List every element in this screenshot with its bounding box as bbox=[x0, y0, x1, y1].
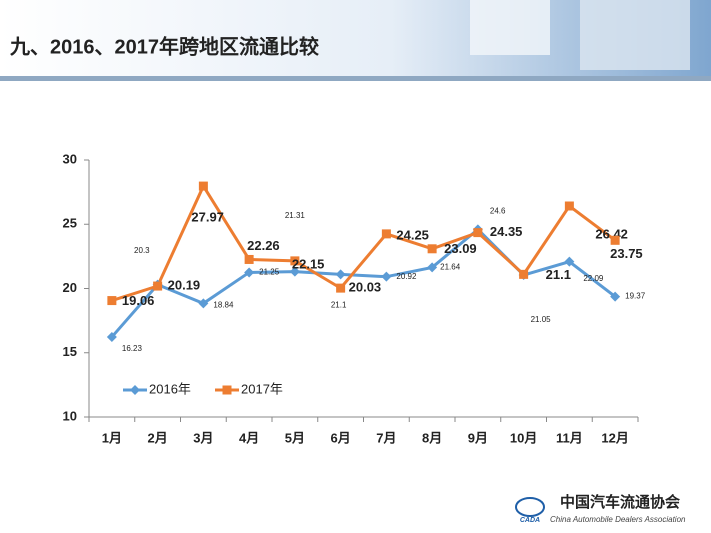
x-tick-label: 12月 bbox=[601, 430, 628, 445]
y-tick-label: 20 bbox=[63, 280, 77, 295]
data-label: 21.31 bbox=[285, 211, 306, 220]
point bbox=[564, 256, 575, 267]
point bbox=[244, 254, 254, 264]
series-line bbox=[110, 227, 617, 338]
data-label: 16.23 bbox=[122, 344, 143, 353]
chart: 10 15 20 25 30 1月 2月 3月 4月 5月 6月 7月 8月 9月 10月 11月 12月 16.… bbox=[63, 151, 646, 445]
point bbox=[106, 331, 117, 342]
data-label: 24.25 bbox=[396, 227, 429, 242]
x-tick-label: 5月 bbox=[285, 430, 305, 445]
logo: CADA 中国汽车流通协会 China Automobile Dealers A… bbox=[515, 493, 686, 524]
data-label: 19.06 bbox=[122, 293, 155, 308]
x-tick-label: 7月 bbox=[376, 430, 396, 445]
point bbox=[198, 181, 208, 191]
data-label: 24.6 bbox=[490, 206, 506, 215]
logo-english: China Automobile Dealers Association bbox=[550, 515, 686, 524]
point bbox=[244, 267, 255, 278]
y-tick-label: 10 bbox=[63, 408, 77, 423]
data-label: 24.35 bbox=[490, 224, 523, 239]
point bbox=[519, 269, 529, 279]
data-label: 21.25 bbox=[259, 268, 280, 277]
x-tick-label: 9月 bbox=[468, 430, 488, 445]
y-tick-label: 15 bbox=[63, 344, 77, 359]
x-tick-label: 2月 bbox=[148, 430, 168, 445]
point bbox=[427, 262, 438, 273]
x-tick-label: 10月 bbox=[510, 430, 537, 445]
cube bbox=[470, 0, 550, 55]
x-tick-label: 6月 bbox=[331, 430, 351, 445]
data-label: 20.19 bbox=[168, 277, 201, 292]
point bbox=[381, 271, 392, 282]
data-label: 21.1 bbox=[546, 267, 571, 282]
data-label: 23.75 bbox=[610, 246, 643, 261]
slide-title: 九、2016、2017年跨地区流通比较 bbox=[9, 34, 319, 58]
y-tick-label: 30 bbox=[63, 151, 77, 166]
logo-name: 中国汽车流通协会 bbox=[560, 493, 680, 511]
data-label: 23.09 bbox=[444, 241, 477, 256]
data-label: 20.3 bbox=[134, 246, 150, 255]
data-label: 21.64 bbox=[440, 263, 461, 272]
data-label: 22.15 bbox=[292, 256, 325, 271]
legend-label: 2017年 bbox=[241, 381, 283, 396]
data-label: 20.03 bbox=[349, 280, 382, 295]
legend-label: 2016年 bbox=[149, 381, 191, 396]
point bbox=[610, 291, 621, 302]
point bbox=[289, 266, 300, 277]
data-label: 26.42 bbox=[595, 226, 628, 241]
x-tick-label: 3月 bbox=[193, 430, 213, 445]
point bbox=[290, 256, 300, 266]
x-tick-label: 1月 bbox=[102, 430, 122, 445]
data-label: 18.84 bbox=[213, 301, 234, 310]
data-label: 22.26 bbox=[247, 238, 280, 253]
point bbox=[381, 229, 391, 239]
header-rule bbox=[0, 76, 711, 81]
logo-mark bbox=[515, 497, 545, 517]
data-label: 21.1 bbox=[331, 300, 347, 309]
series-line bbox=[111, 182, 617, 303]
point bbox=[564, 201, 574, 211]
x-tick-label: 11月 bbox=[556, 430, 583, 445]
x-tick-label: 8月 bbox=[422, 430, 442, 445]
data-label: 20.92 bbox=[396, 272, 417, 281]
point bbox=[473, 228, 483, 238]
point bbox=[222, 385, 232, 395]
data-label: 27.97 bbox=[191, 210, 224, 225]
logo-abbr: CADA bbox=[520, 517, 540, 524]
point bbox=[153, 281, 163, 291]
point bbox=[427, 244, 437, 254]
data-label: 19.37 bbox=[625, 292, 646, 301]
data-label: 21.05 bbox=[531, 315, 552, 324]
point bbox=[107, 296, 117, 306]
point bbox=[198, 298, 209, 309]
x-tick-label: 4月 bbox=[239, 430, 259, 445]
y-tick-label: 25 bbox=[63, 216, 77, 231]
cube bbox=[580, 0, 690, 70]
point bbox=[130, 385, 140, 395]
point bbox=[336, 283, 346, 293]
point bbox=[610, 235, 620, 245]
point bbox=[335, 269, 346, 280]
data-label: 22.09 bbox=[583, 274, 604, 283]
